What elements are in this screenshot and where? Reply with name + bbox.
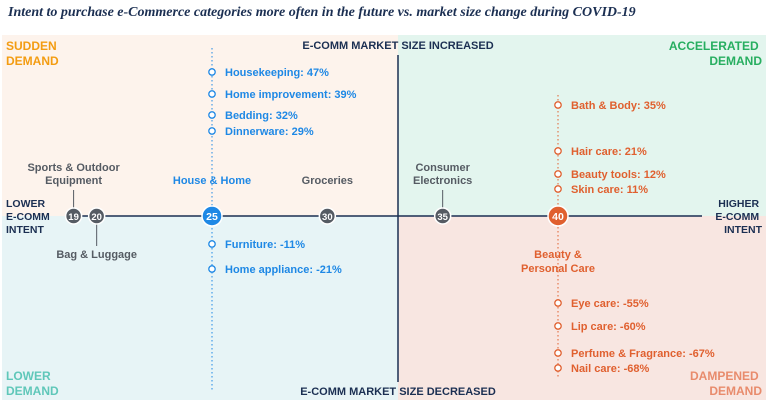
quadrant-label-dampened-demand: DAMPENED DEMAND [690, 369, 762, 398]
quadrant-label-sudden-demand: SUDDEN DEMAND [6, 39, 60, 68]
point-label-30: Groceries [302, 175, 353, 187]
beauty-increase-bullet [554, 101, 562, 109]
quadrant-label-accelerated-demand: ACCELERATED DEMAND [669, 39, 762, 68]
house-home-increase-bullet [208, 111, 216, 119]
beauty-increase-bullet [554, 185, 562, 193]
house-home-increase-label: Housekeeping: 47% [225, 67, 329, 79]
point-label-25: House & Home [173, 175, 251, 187]
house-home-increase-bullet [208, 127, 216, 135]
quadrant-bg-top-left [2, 35, 398, 216]
axis-label-top: E-COMM MARKET SIZE INCREASED [302, 40, 493, 52]
house-home-decrease-bullet [208, 265, 216, 273]
house-home-increase-label: Bedding: 32% [225, 110, 298, 122]
beauty-decrease-label: Lip care: -60% [571, 321, 646, 333]
point-marker-35 [433, 207, 452, 225]
point-marker-20 [87, 207, 106, 225]
beauty-increase-label: Skin care: 11% [571, 184, 648, 196]
point-label-40: Beauty & [534, 249, 582, 261]
beauty-increase-label: Bath & Body: 35% [571, 100, 666, 112]
beauty-decrease-label: Perfume & Fragrance: -67% [571, 348, 715, 360]
beauty-decrease-bullet [554, 299, 562, 307]
point-value-19: 19 [68, 212, 79, 223]
point-label-20: Bag & Luggage [56, 249, 137, 261]
quadrant-bg-bottom-left [2, 216, 398, 400]
axis-label-right: HIGHER E-COMM INTENT [715, 198, 762, 236]
house-home-decrease-bullet [208, 240, 216, 248]
chart-title: Intent to purchase e-Commerce categories… [8, 5, 636, 20]
house-home-increase-bullet [208, 68, 216, 76]
point-value-40: 40 [552, 211, 564, 223]
point-label-35: Consumer [415, 162, 470, 174]
point-value-20: 20 [91, 212, 102, 223]
point-label-19: Sports & Outdoor [27, 162, 120, 174]
quadrant-bg-bottom-right [398, 216, 766, 400]
point-label-40: Personal Care [521, 263, 595, 275]
axis-label-left: LOWER E-COMM INTENT [6, 198, 53, 236]
beauty-decrease-bullet [554, 349, 562, 357]
point-marker-19 [64, 207, 83, 225]
point-value-30: 30 [322, 212, 333, 223]
point-value-25: 25 [206, 211, 218, 223]
beauty-decrease-bullet [554, 364, 562, 372]
point-marker-40 [547, 205, 569, 227]
beauty-decrease-bullet [554, 322, 562, 330]
beauty-increase-label: Beauty tools: 12% [571, 169, 666, 181]
beauty-decrease-label: Nail care: -68% [571, 363, 649, 375]
quadrant-label-lower-demand: LOWER DEMAND [6, 369, 59, 398]
beauty-increase-label: Hair care: 21% [571, 146, 647, 158]
axis-label-bottom: E-COMM MARKET SIZE DECREASED [300, 386, 496, 398]
point-value-35: 35 [437, 212, 448, 223]
beauty-increase-bullet [554, 170, 562, 178]
point-marker-25 [201, 205, 223, 227]
point-label-19: Equipment [45, 175, 102, 187]
house-home-increase-label: Home improvement: 39% [225, 89, 357, 101]
beauty-decrease-label: Eye care: -55% [571, 298, 649, 310]
house-home-increase-label: Dinnerware: 29% [225, 126, 314, 138]
house-home-decrease-label: Furniture: -11% [225, 239, 305, 251]
house-home-decrease-label: Home appliance: -21% [225, 264, 342, 276]
house-home-increase-bullet [208, 90, 216, 98]
beauty-increase-bullet [554, 147, 562, 155]
quadrant-bg-top-right [398, 35, 766, 216]
point-marker-30 [318, 207, 337, 225]
point-label-35: Electronics [413, 175, 472, 187]
